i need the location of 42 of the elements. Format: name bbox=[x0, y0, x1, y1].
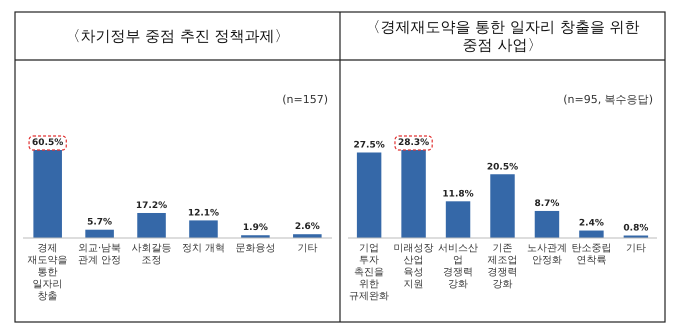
bar bbox=[534, 210, 560, 238]
data-label: 17.2% bbox=[136, 200, 168, 211]
data-label: 60.5% bbox=[32, 138, 64, 148]
data-label: 28.3% bbox=[398, 138, 430, 148]
bar bbox=[33, 150, 62, 238]
x-tick-label: 외교·남북관계 안정 bbox=[78, 243, 122, 266]
data-label: 12.1% bbox=[188, 208, 220, 218]
bar bbox=[85, 230, 114, 238]
text: (n=157) bbox=[282, 93, 328, 106]
x-tick-label: 서비스산업 경쟁력 강화 bbox=[438, 243, 478, 290]
x-tick-label: 기업 투자 촉진을 위한 규제완화 bbox=[349, 243, 390, 302]
data-label: 2.6% bbox=[294, 222, 320, 232]
data-label: 11.8% bbox=[442, 189, 474, 200]
data-label: 8.7% bbox=[534, 198, 560, 209]
bar bbox=[579, 230, 604, 238]
data-label: 5.7% bbox=[87, 218, 112, 228]
data-label: 2.4% bbox=[578, 218, 604, 229]
x-tick-label: 경제 재도약을 통한 일자리 창출 bbox=[28, 243, 68, 302]
chart-title: 〈차기정부 중점 추진 정책과제〉 bbox=[65, 27, 290, 45]
data-label: 1.9% bbox=[242, 223, 268, 234]
bar bbox=[189, 220, 218, 238]
bar bbox=[490, 174, 515, 238]
bar bbox=[401, 150, 426, 238]
text: (n=95, 복수응답) bbox=[563, 93, 653, 106]
x-tick-label: 정치 개혁 bbox=[182, 243, 226, 254]
bar bbox=[356, 152, 382, 238]
bar bbox=[293, 234, 322, 238]
data-label: 20.5% bbox=[486, 162, 518, 172]
bar bbox=[446, 201, 470, 238]
chart-title: 〈경제재도약을 통한 일자리 창출을 위한 중점 사업〉 bbox=[365, 18, 640, 54]
x-tick-label: 기타 bbox=[626, 243, 646, 254]
x-tick-label: 미래성장산업 육성 지원 bbox=[394, 243, 434, 290]
bar bbox=[241, 235, 270, 238]
x-tick-label: 기존 제조업 경쟁력 강화 bbox=[488, 243, 518, 290]
x-tick-label: 사회갈등 조정 bbox=[132, 243, 172, 266]
x-tick-label: 기타 bbox=[297, 243, 318, 254]
data-label: 27.5% bbox=[354, 140, 385, 150]
x-tick-label: 탄소중립 연착륙 bbox=[571, 243, 612, 266]
bar bbox=[137, 212, 166, 238]
x-tick-label: 노사관계 안정화 bbox=[526, 243, 567, 266]
x-tick-label: 문화융성 bbox=[235, 243, 276, 254]
data-label: 0.8% bbox=[623, 224, 648, 234]
